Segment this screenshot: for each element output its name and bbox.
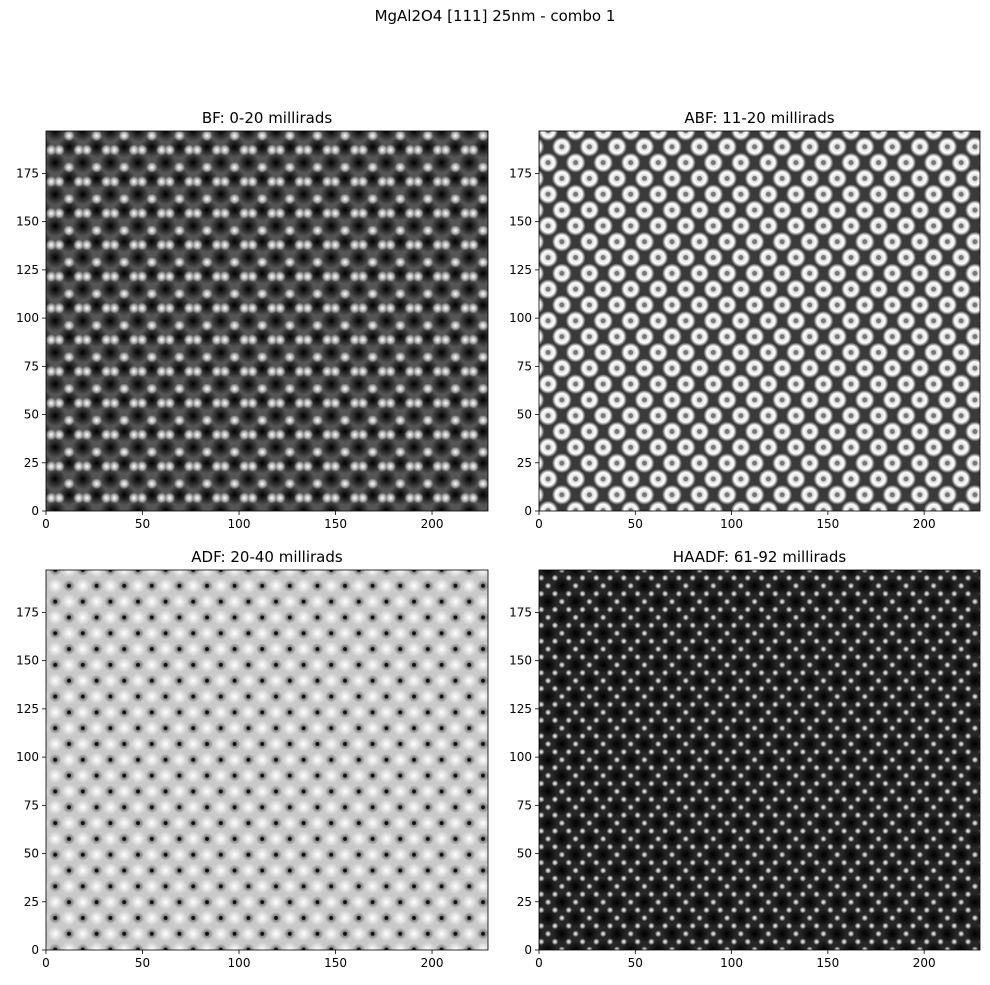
axes-frame bbox=[538, 569, 981, 951]
y-tick-label: 75 bbox=[24, 798, 39, 812]
y-tick-label: 75 bbox=[517, 359, 532, 373]
axes-frame bbox=[45, 569, 489, 951]
y-tick-label: 175 bbox=[16, 166, 39, 180]
y-tick-label: 125 bbox=[16, 702, 39, 716]
y-tick-label: 150 bbox=[509, 654, 532, 668]
x-tick-label: 50 bbox=[628, 517, 643, 531]
image-axes: 0 50 100 150 200 0 25 50 75 100 125 150 175 bbox=[509, 130, 981, 531]
y-tick-label: 50 bbox=[517, 408, 532, 422]
x-tick-label: 0 bbox=[535, 956, 543, 970]
y-tick-label: 50 bbox=[24, 408, 39, 422]
stem-image bbox=[539, 131, 980, 511]
panel-title: ADF: 20-40 millirads bbox=[191, 548, 343, 566]
y-tick-label: 100 bbox=[16, 311, 39, 325]
panel-title: BF: 0-20 millirads bbox=[201, 109, 333, 127]
x-tick-label: 200 bbox=[421, 956, 444, 970]
stem-image bbox=[46, 131, 488, 511]
x-tick-label: 0 bbox=[42, 956, 50, 970]
y-tick-label: 75 bbox=[517, 798, 532, 812]
y-tick-label: 125 bbox=[509, 263, 532, 277]
y-tick-label: 100 bbox=[509, 750, 532, 764]
x-tick-label: 150 bbox=[324, 517, 347, 531]
x-tick-label: 0 bbox=[535, 517, 543, 531]
x-tick-label: 150 bbox=[324, 956, 347, 970]
x-tick-label: 200 bbox=[913, 517, 936, 531]
image-axes: 0 50 100 150 200 0 25 50 75 100 125 150 175 bbox=[16, 569, 489, 970]
y-tick-label: 175 bbox=[509, 605, 532, 619]
panel-title: ABF: 11-20 millirads bbox=[684, 109, 835, 127]
y-tick-label: 25 bbox=[24, 456, 39, 470]
y-tick-label: 25 bbox=[517, 895, 532, 909]
y-tick-label: 50 bbox=[517, 847, 532, 861]
axes-frame bbox=[45, 130, 489, 512]
y-tick-label: 0 bbox=[31, 504, 39, 518]
y-tick-label: 150 bbox=[509, 215, 532, 229]
x-tick-label: 0 bbox=[42, 517, 50, 531]
x-tick-label: 100 bbox=[720, 956, 743, 970]
y-tick-label: 0 bbox=[524, 504, 532, 518]
y-tick-label: 0 bbox=[524, 943, 532, 957]
y-tick-label: 25 bbox=[517, 456, 532, 470]
y-tick-label: 25 bbox=[24, 895, 39, 909]
stem-image bbox=[46, 570, 488, 950]
y-tick-label: 50 bbox=[24, 847, 39, 861]
y-tick-label: 100 bbox=[509, 311, 532, 325]
x-tick-label: 100 bbox=[228, 517, 251, 531]
y-tick-label: 0 bbox=[31, 943, 39, 957]
y-tick-label: 125 bbox=[509, 702, 532, 716]
x-tick-label: 50 bbox=[628, 956, 643, 970]
y-tick-label: 150 bbox=[16, 215, 39, 229]
x-tick-label: 150 bbox=[816, 956, 839, 970]
x-tick-label: 100 bbox=[228, 956, 251, 970]
x-tick-label: 50 bbox=[135, 956, 150, 970]
x-tick-label: 50 bbox=[135, 517, 150, 531]
y-tick-label: 100 bbox=[16, 750, 39, 764]
figure-title: MgAl2O4 [111] 25nm - combo 1 bbox=[374, 7, 616, 25]
y-tick-label: 175 bbox=[509, 166, 532, 180]
panel-title: HAADF: 61-92 millirads bbox=[672, 548, 847, 566]
image-axes: 0 50 100 150 200 0 25 50 75 100 125 150 175 bbox=[509, 569, 981, 970]
y-tick-label: 150 bbox=[16, 654, 39, 668]
image-axes: 0 50 100 150 200 0 25 50 75 100 125 150 175 bbox=[16, 130, 489, 531]
y-tick-label: 75 bbox=[24, 359, 39, 373]
x-tick-label: 100 bbox=[720, 517, 743, 531]
axes-frame bbox=[538, 130, 981, 512]
x-tick-label: 200 bbox=[421, 517, 444, 531]
y-tick-label: 125 bbox=[16, 263, 39, 277]
x-tick-label: 200 bbox=[913, 956, 936, 970]
x-tick-label: 150 bbox=[816, 517, 839, 531]
y-tick-label: 175 bbox=[16, 605, 39, 619]
stem-image bbox=[539, 570, 980, 950]
